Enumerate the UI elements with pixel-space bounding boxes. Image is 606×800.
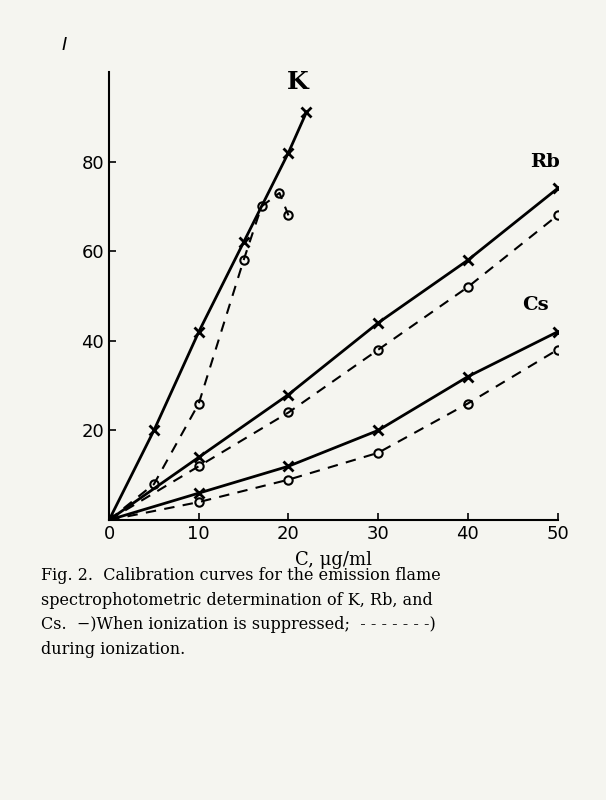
Text: Fig. 2.  Calibration curves for the emission flame
spectrophotometric determinat: Fig. 2. Calibration curves for the emiss… xyxy=(41,566,441,658)
X-axis label: C, μg/ml: C, μg/ml xyxy=(295,551,372,569)
Text: Cs: Cs xyxy=(522,296,548,314)
Text: Rb: Rb xyxy=(531,153,561,170)
Text: $I$: $I$ xyxy=(61,36,68,54)
Text: K: K xyxy=(287,70,308,94)
